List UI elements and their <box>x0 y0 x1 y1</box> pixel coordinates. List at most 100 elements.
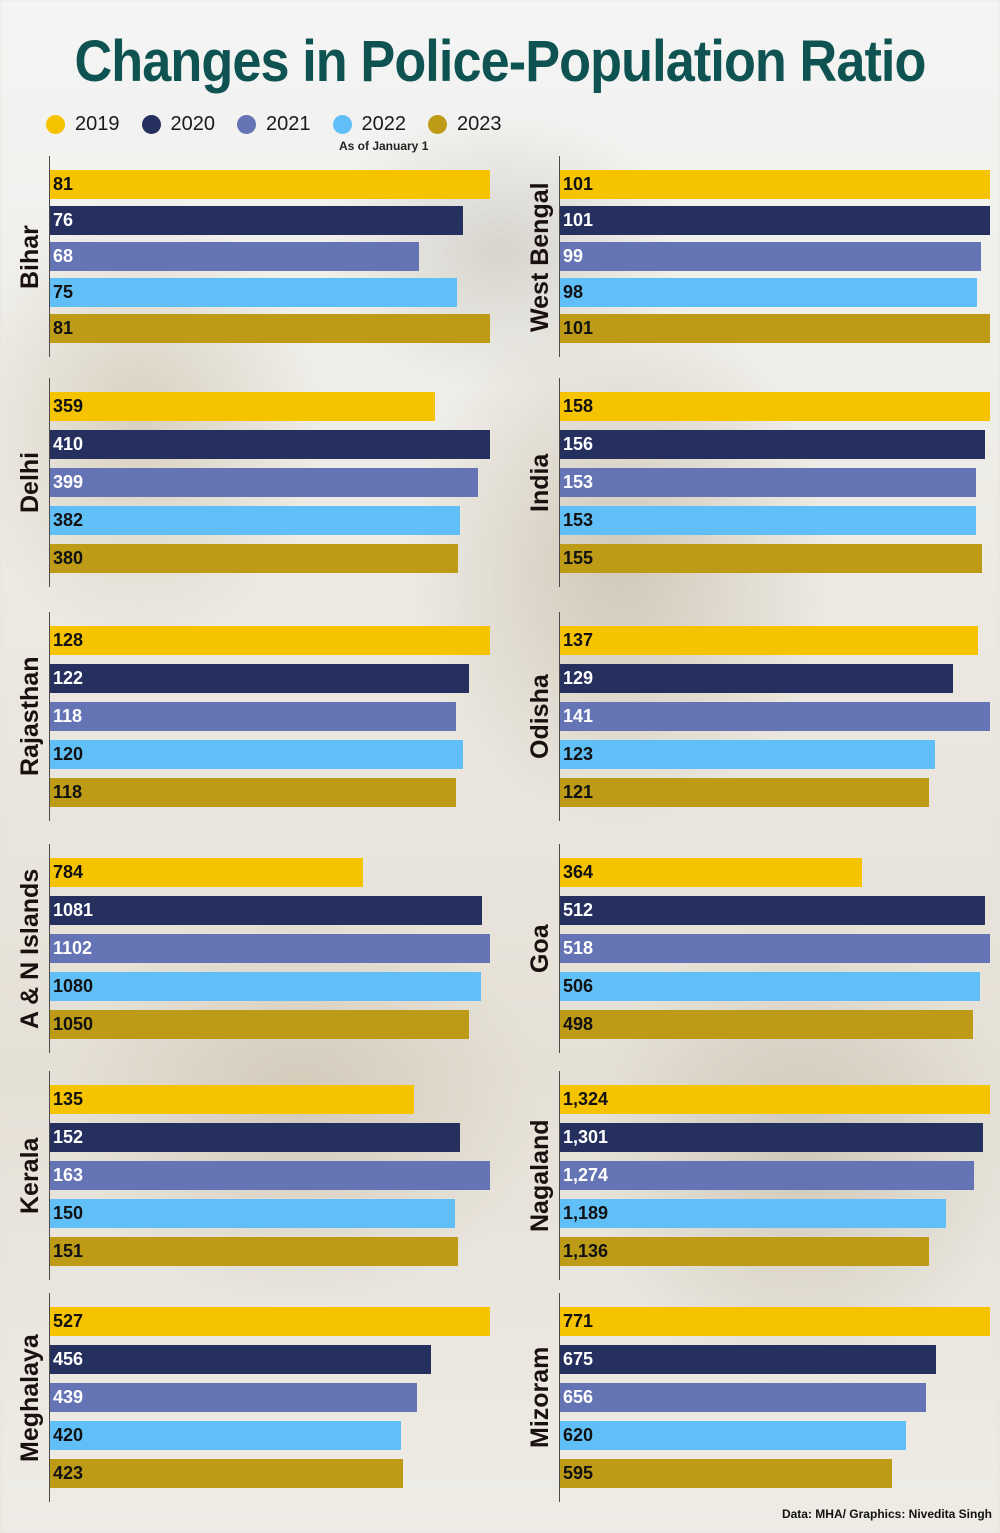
bar-value-label: 399 <box>53 472 84 492</box>
legend-item-2019: 2019 <box>46 113 120 136</box>
panel-title: Delhi <box>16 451 44 513</box>
bar-2019: 1,324 <box>560 1085 990 1114</box>
bar-2022: 153 <box>560 506 976 535</box>
bar-value-label: 101 <box>563 174 594 194</box>
bar-2022: 98 <box>560 278 977 307</box>
bar-value-label: 456 <box>53 1349 84 1369</box>
bar-value-label: 137 <box>563 630 594 650</box>
legend-item-2021: 2021 <box>237 113 311 136</box>
bar-value-label: 135 <box>53 1089 84 1109</box>
bar-2022: 382 <box>50 506 460 535</box>
bar-2022: 123 <box>560 740 935 769</box>
bar-value-label: 1,189 <box>563 1203 609 1223</box>
bar-value-label: 75 <box>53 282 74 302</box>
bar-2020: 156 <box>560 430 985 459</box>
legend: 2019 2020 2021 2022 2023 <box>46 113 502 136</box>
bar-2019: 784 <box>50 858 363 887</box>
bar-2020: 512 <box>560 896 985 925</box>
bar-2020: 1081 <box>50 896 482 925</box>
category-axis-line <box>559 844 560 1053</box>
bar-2023: 498 <box>560 1010 973 1039</box>
bar-value-label: 420 <box>53 1425 84 1445</box>
category-axis-line <box>559 1293 560 1502</box>
bar-value-label: 512 <box>563 900 594 920</box>
bar-value-label: 141 <box>563 706 594 726</box>
panel-title: India <box>526 453 554 512</box>
bar-value-label: 155 <box>563 548 594 568</box>
bar-2019: 158 <box>560 392 990 421</box>
panel-title: Goa <box>526 924 554 973</box>
legend-note: As of January 1 <box>339 139 429 153</box>
bar-value-label: 122 <box>53 668 84 688</box>
bar-2023: 1050 <box>50 1010 469 1039</box>
bar-value-label: 506 <box>563 976 594 996</box>
bar-2022: 620 <box>560 1421 906 1450</box>
bar-value-label: 771 <box>563 1311 594 1331</box>
legend-swatch-2022 <box>332 115 352 134</box>
bar-value-label: 150 <box>53 1203 84 1223</box>
legend-item-2023: 2023 <box>428 113 502 136</box>
bar-value-label: 1102 <box>53 938 93 958</box>
bar-2021: 163 <box>50 1161 490 1190</box>
bar-value-label: 1,301 <box>563 1127 609 1147</box>
bar-2019: 527 <box>50 1307 490 1336</box>
bar-2021: 656 <box>560 1383 926 1412</box>
bar-value-label: 382 <box>53 510 84 530</box>
category-axis-line <box>49 156 50 357</box>
bar-2022: 420 <box>50 1421 401 1450</box>
bar-value-label: 518 <box>563 938 594 958</box>
bar-2023: 380 <box>50 544 458 573</box>
bar-2019: 81 <box>50 170 490 199</box>
bar-value-label: 359 <box>53 396 84 416</box>
bar-value-label: 423 <box>53 1463 84 1483</box>
bar-2022: 150 <box>50 1199 455 1228</box>
bar-value-label: 151 <box>53 1241 84 1261</box>
category-axis-line <box>49 1293 50 1502</box>
bar-2020: 410 <box>50 430 490 459</box>
bar-value-label: 439 <box>53 1387 84 1407</box>
panel-title: West Bengal <box>526 181 554 332</box>
legend-swatch-2023 <box>428 115 447 134</box>
legend-item-2022: 2022 <box>332 113 406 136</box>
bar-value-label: 152 <box>53 1127 84 1147</box>
bar-value-label: 129 <box>563 668 594 688</box>
bar-value-label: 123 <box>563 744 594 764</box>
bar-2020: 675 <box>560 1345 936 1374</box>
bar-2023: 155 <box>560 544 982 573</box>
category-axis-line <box>559 156 560 357</box>
bar-value-label: 1,136 <box>563 1241 609 1261</box>
bar-value-label: 158 <box>563 396 594 416</box>
panel-title: Mizoram <box>526 1346 554 1448</box>
bar-value-label: 128 <box>53 630 84 650</box>
bar-value-label: 784 <box>53 862 84 882</box>
bar-value-label: 99 <box>563 246 584 266</box>
panel-title: Nagaland <box>526 1119 554 1232</box>
legend-swatch-2020 <box>141 115 161 134</box>
bar-value-label: 76 <box>53 210 74 230</box>
category-axis-line <box>49 844 50 1053</box>
bar-2022: 75 <box>50 278 457 307</box>
bar-2021: 153 <box>560 468 976 497</box>
bar-value-label: 81 <box>53 174 74 194</box>
bar-value-label: 163 <box>53 1165 84 1185</box>
bar-value-label: 120 <box>53 744 84 764</box>
category-axis-line <box>49 378 50 587</box>
bar-value-label: 101 <box>563 210 594 230</box>
bar-2023: 81 <box>50 314 490 343</box>
bar-value-label: 498 <box>563 1014 594 1034</box>
panel-title: Odisha <box>526 674 554 759</box>
bar-2019: 359 <box>50 392 435 421</box>
bar-value-label: 118 <box>53 706 83 726</box>
bar-value-label: 1050 <box>53 1014 94 1034</box>
bar-value-label: 1,324 <box>563 1089 609 1109</box>
bar-value-label: 675 <box>563 1349 594 1369</box>
bar-value-label: 410 <box>53 434 84 454</box>
legend-item-2020: 2020 <box>141 113 215 136</box>
category-axis-line <box>559 378 560 587</box>
bar-2019: 128 <box>50 626 490 655</box>
bar-2023: 1,136 <box>560 1237 929 1266</box>
legend-label-2021: 2021 <box>266 113 311 135</box>
bar-2020: 122 <box>50 664 469 693</box>
bar-value-label: 121 <box>563 782 594 802</box>
bar-value-label: 98 <box>563 282 584 302</box>
